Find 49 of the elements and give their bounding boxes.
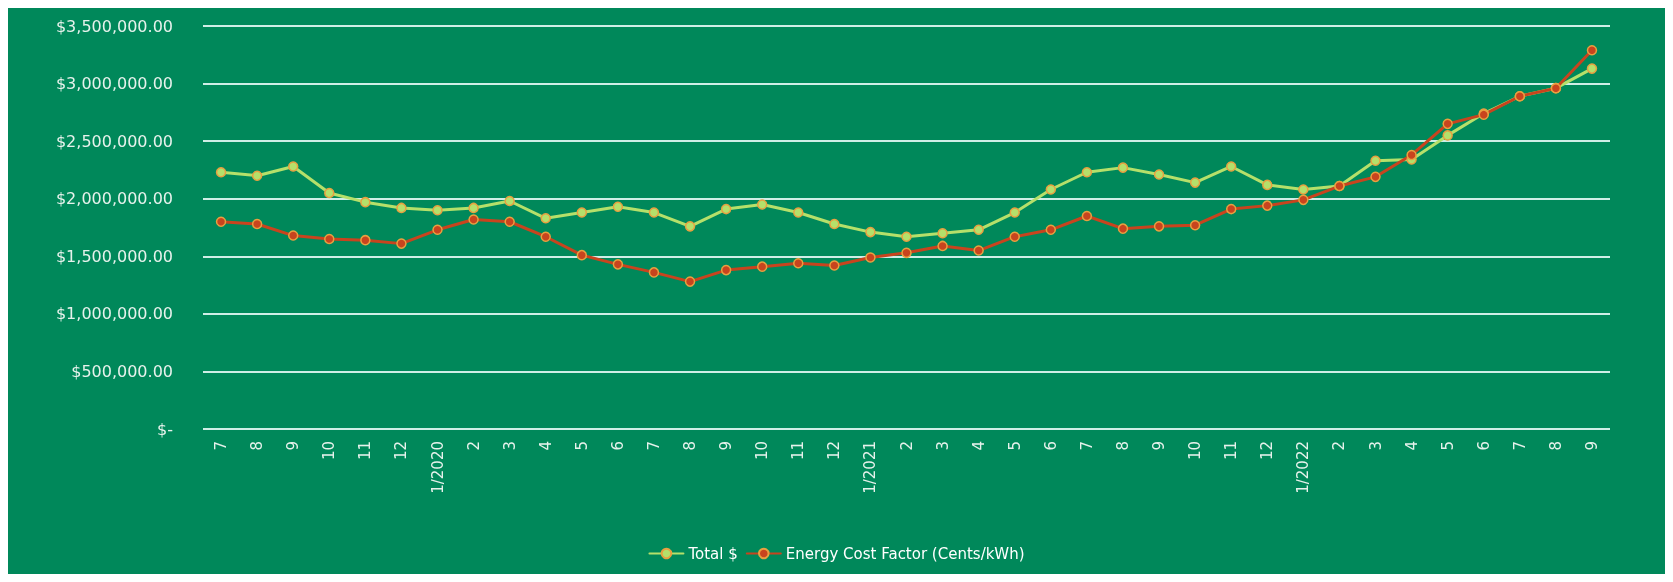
x-tick-label: 12 xyxy=(392,441,411,461)
y-tick-label: $2,500,000.00 xyxy=(55,131,173,151)
x-tick-label: 8 xyxy=(248,441,267,451)
x-tick-label: 7 xyxy=(644,441,663,451)
x-tick-label: 3 xyxy=(1366,441,1385,451)
x-tick-label: 2 xyxy=(1330,441,1349,451)
x-tick-label: 6 xyxy=(608,441,627,451)
y-tick-label: $3,500,000.00 xyxy=(55,16,173,36)
y-tick-label: $500,000.00 xyxy=(71,361,173,381)
x-tick-label: 12 xyxy=(1258,441,1277,461)
x-tick-label: 9 xyxy=(284,441,303,451)
x-tick-label: 5 xyxy=(1438,441,1457,451)
x-tick-label: 7 xyxy=(212,441,231,451)
x-tick-label: 11 xyxy=(789,441,808,461)
x-tick-label: 10 xyxy=(753,441,772,461)
x-tick-label: 9 xyxy=(1582,441,1601,451)
y-tick-label: $3,000,000.00 xyxy=(55,74,173,94)
x-tick-label: 3 xyxy=(500,441,519,451)
x-tick-label: 9 xyxy=(717,441,736,451)
x-tick-label: 8 xyxy=(681,441,700,451)
x-tick-label: 5 xyxy=(572,441,591,451)
x-tick-label: 6 xyxy=(1474,441,1493,451)
x-tick-label: 4 xyxy=(969,441,988,451)
x-tick-label: 7 xyxy=(1510,441,1529,451)
y-tick-label: $1,500,000.00 xyxy=(55,246,173,266)
x-tick-label: 3 xyxy=(933,441,952,451)
x-tick-label: 8 xyxy=(1113,441,1132,451)
y-tick-label: $1,000,000.00 xyxy=(55,304,173,324)
x-tick-label: 1/2020 xyxy=(428,441,447,494)
x-tick-label: 10 xyxy=(1186,441,1205,461)
x-tick-label: 4 xyxy=(1402,441,1421,451)
legend-label: Energy Cost Factor (Cents/kWh) xyxy=(785,544,1025,563)
x-tick-label: 7 xyxy=(1077,441,1096,451)
x-tick-label: 2 xyxy=(897,441,916,451)
x-tick-label: 1/2022 xyxy=(1294,441,1313,494)
x-tick-label: 11 xyxy=(1222,441,1241,461)
x-tick-label: 4 xyxy=(536,441,555,451)
x-tick-label: 5 xyxy=(1005,441,1024,451)
y-tick-label: $- xyxy=(157,419,173,439)
x-tick-label: 1/2021 xyxy=(861,441,880,494)
x-tick-label: 11 xyxy=(356,441,375,461)
x-tick-label: 12 xyxy=(825,441,844,461)
legend-label: Total $ xyxy=(687,544,738,563)
x-tick-label: 9 xyxy=(1150,441,1169,451)
x-tick-label: 10 xyxy=(320,441,339,461)
x-tick-label: 2 xyxy=(464,441,483,451)
y-tick-label: $2,000,000.00 xyxy=(55,189,173,209)
x-tick-label: 6 xyxy=(1041,441,1060,451)
x-tick-label: 8 xyxy=(1546,441,1565,451)
